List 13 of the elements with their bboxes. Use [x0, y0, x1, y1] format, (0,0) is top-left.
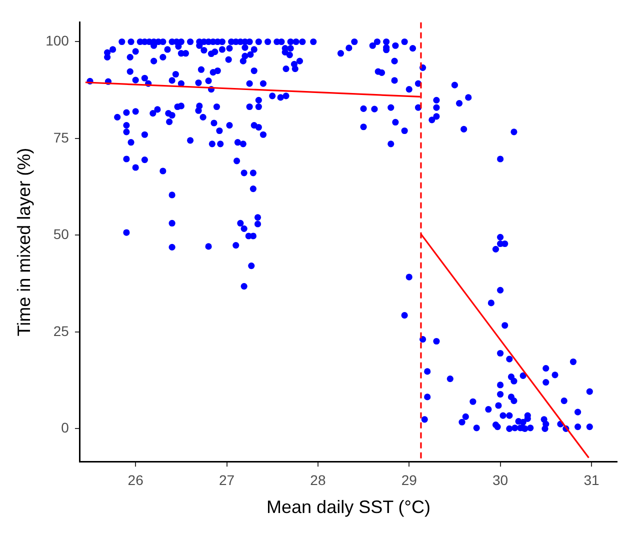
y-axis-title: Time in mixed layer (%) — [14, 148, 34, 336]
x-tick-label: 31 — [584, 472, 600, 488]
x-tick-label: 28 — [310, 472, 326, 488]
x-axis-title: Mean daily SST (°C) — [266, 497, 430, 518]
y-tick-label: 25 — [53, 322, 70, 339]
x-tick-label: 30 — [492, 472, 508, 488]
y-tick-label: 75 — [53, 129, 70, 146]
x-tick-label: 26 — [128, 472, 144, 488]
y-tick-label: 100 — [46, 32, 70, 49]
y-tick-label: 50 — [53, 226, 70, 242]
x-tick-label: 29 — [401, 472, 418, 488]
x-tick-label: 27 — [218, 472, 235, 488]
y-tick-label: 0 — [61, 420, 70, 436]
